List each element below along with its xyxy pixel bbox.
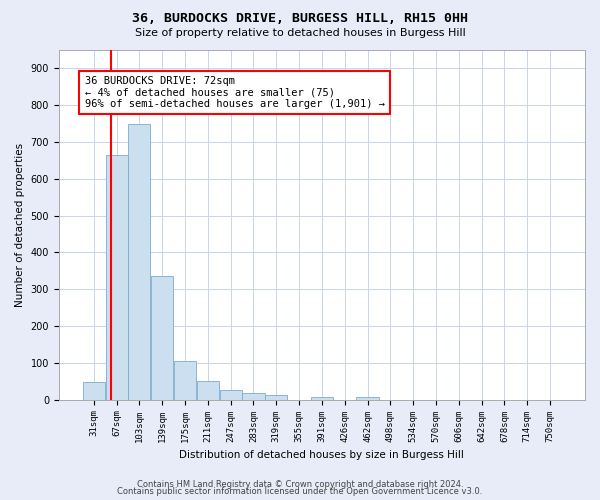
Bar — [128, 124, 151, 400]
Text: Contains HM Land Registry data © Crown copyright and database right 2024.: Contains HM Land Registry data © Crown c… — [137, 480, 463, 489]
Text: Size of property relative to detached houses in Burgess Hill: Size of property relative to detached ho… — [134, 28, 466, 38]
Bar — [356, 396, 379, 400]
Bar — [174, 361, 196, 400]
Bar — [197, 382, 219, 400]
Bar — [265, 395, 287, 400]
X-axis label: Distribution of detached houses by size in Burgess Hill: Distribution of detached houses by size … — [179, 450, 464, 460]
Text: Contains public sector information licensed under the Open Government Licence v3: Contains public sector information licen… — [118, 487, 482, 496]
Bar — [220, 390, 242, 400]
Bar — [242, 393, 265, 400]
Bar — [311, 396, 333, 400]
Bar — [151, 276, 173, 400]
Bar — [83, 382, 105, 400]
Text: 36, BURDOCKS DRIVE, BURGESS HILL, RH15 0HH: 36, BURDOCKS DRIVE, BURGESS HILL, RH15 0… — [132, 12, 468, 26]
Y-axis label: Number of detached properties: Number of detached properties — [15, 143, 25, 307]
Bar — [106, 155, 128, 400]
Text: 36 BURDOCKS DRIVE: 72sqm
← 4% of detached houses are smaller (75)
96% of semi-de: 36 BURDOCKS DRIVE: 72sqm ← 4% of detache… — [85, 76, 385, 109]
